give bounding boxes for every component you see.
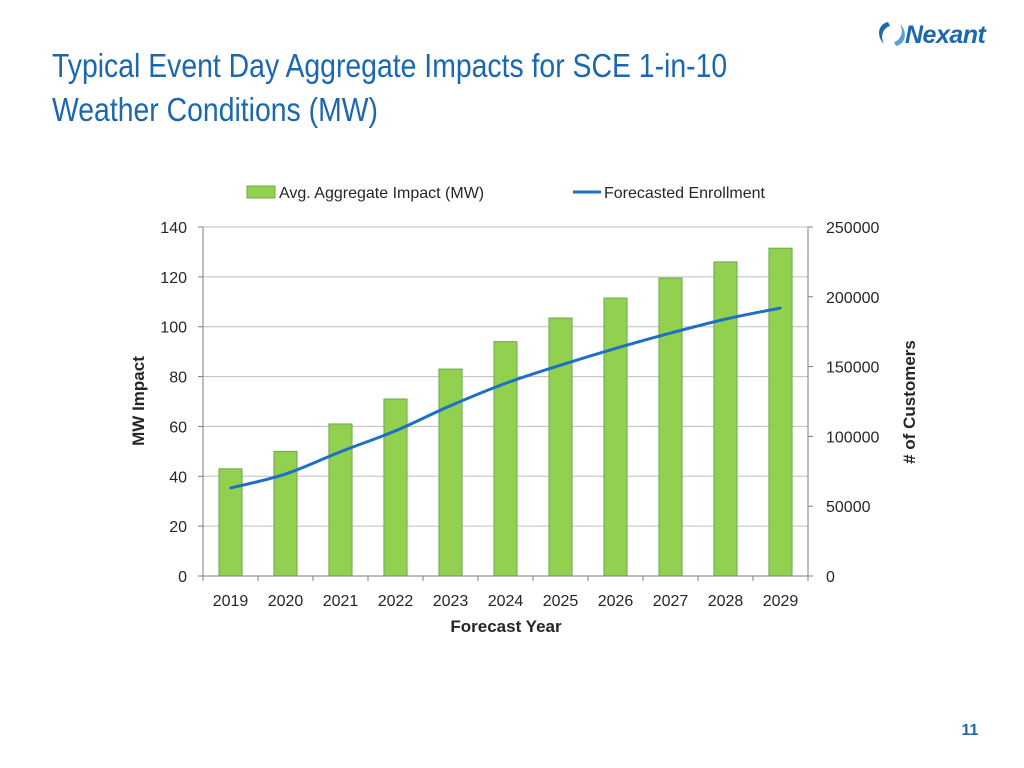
- enrollment-point-2022: [394, 429, 397, 433]
- enrollment-point-2029: [779, 306, 782, 310]
- y-tick-label: 0: [178, 569, 187, 586]
- legend-label-bar: Avg. Aggregate Impact (MW): [279, 185, 484, 202]
- x-tick-label: 2029: [763, 593, 799, 610]
- x-tick-label: 2028: [708, 593, 744, 610]
- y-axis-title: MW Impact: [129, 356, 148, 446]
- bar-2029: [768, 247, 793, 577]
- y-tick-label: 120: [160, 270, 187, 287]
- enrollment-point-2023: [449, 404, 452, 407]
- bar-2023: [438, 368, 463, 577]
- x-axis-title: Forecast Year: [450, 617, 562, 636]
- axes: 0 20 40 60 80 100 120 140 0 50000 100000 150000 2000…: [160, 220, 879, 610]
- y-tick-label: 80: [169, 370, 187, 387]
- y-tick-label: 40: [169, 469, 187, 486]
- bar-2022: [383, 398, 408, 577]
- line-series: [229, 306, 782, 490]
- legend: Avg. Aggregate Impact (MW) Forecasted En…: [246, 185, 766, 202]
- enrollment-point-2025: [559, 364, 562, 367]
- x-tick-label: 2025: [543, 593, 579, 610]
- bar-2021: [328, 423, 353, 577]
- y2-tick-label: 250000: [826, 220, 879, 237]
- page-number: 11: [961, 722, 979, 739]
- bar-2026: [603, 297, 628, 577]
- enrollment-point-2024: [504, 382, 507, 385]
- y2-axis-title: # of Customers: [900, 340, 919, 464]
- y-tick-label: 100: [160, 320, 187, 337]
- bar-series: [218, 247, 793, 577]
- x-tick-label: 2021: [323, 593, 359, 610]
- y2-tick-label: 50000: [826, 499, 871, 516]
- y-tick-label: 20: [169, 519, 187, 536]
- y2-tick-label: 200000: [826, 290, 879, 307]
- x-tick-label: 2026: [598, 593, 634, 610]
- x-tick-label: 2019: [213, 593, 249, 610]
- slide-title: Typical Event Day Aggregate Impacts for …: [52, 47, 728, 128]
- y-tick-label: 140: [160, 220, 187, 237]
- legend-swatch-bar: [246, 185, 276, 199]
- bar-2027: [658, 277, 683, 577]
- nexant-swirl-icon: [879, 22, 905, 46]
- y2-tick-label: 100000: [826, 429, 879, 446]
- x-tick-label: 2023: [433, 593, 469, 610]
- y2-tick-label: 150000: [826, 360, 879, 377]
- bar-2024: [493, 341, 518, 577]
- enrollment-point-2027: [669, 331, 672, 335]
- bar-2025: [548, 317, 573, 577]
- y2-tick-label: 0: [826, 569, 835, 586]
- legend-label-line: Forecasted Enrollment: [604, 185, 766, 202]
- enrollment-point-2019: [229, 486, 232, 490]
- x-tick-label: 2020: [268, 593, 304, 610]
- y-tick-label: 60: [169, 419, 187, 436]
- nexant-logo-text: Nexant: [905, 21, 988, 49]
- nexant-logo: Nexant: [879, 21, 988, 49]
- x-tick-label: 2022: [378, 593, 414, 610]
- enrollment-point-2020: [284, 472, 287, 476]
- bar-2028: [713, 261, 738, 577]
- x-tick-label: 2027: [653, 593, 689, 610]
- enrollment-point-2021: [339, 450, 342, 453]
- enrollment-point-2028: [724, 317, 727, 321]
- x-tick-label: 2024: [488, 593, 524, 610]
- enrollment-point-2026: [614, 347, 617, 350]
